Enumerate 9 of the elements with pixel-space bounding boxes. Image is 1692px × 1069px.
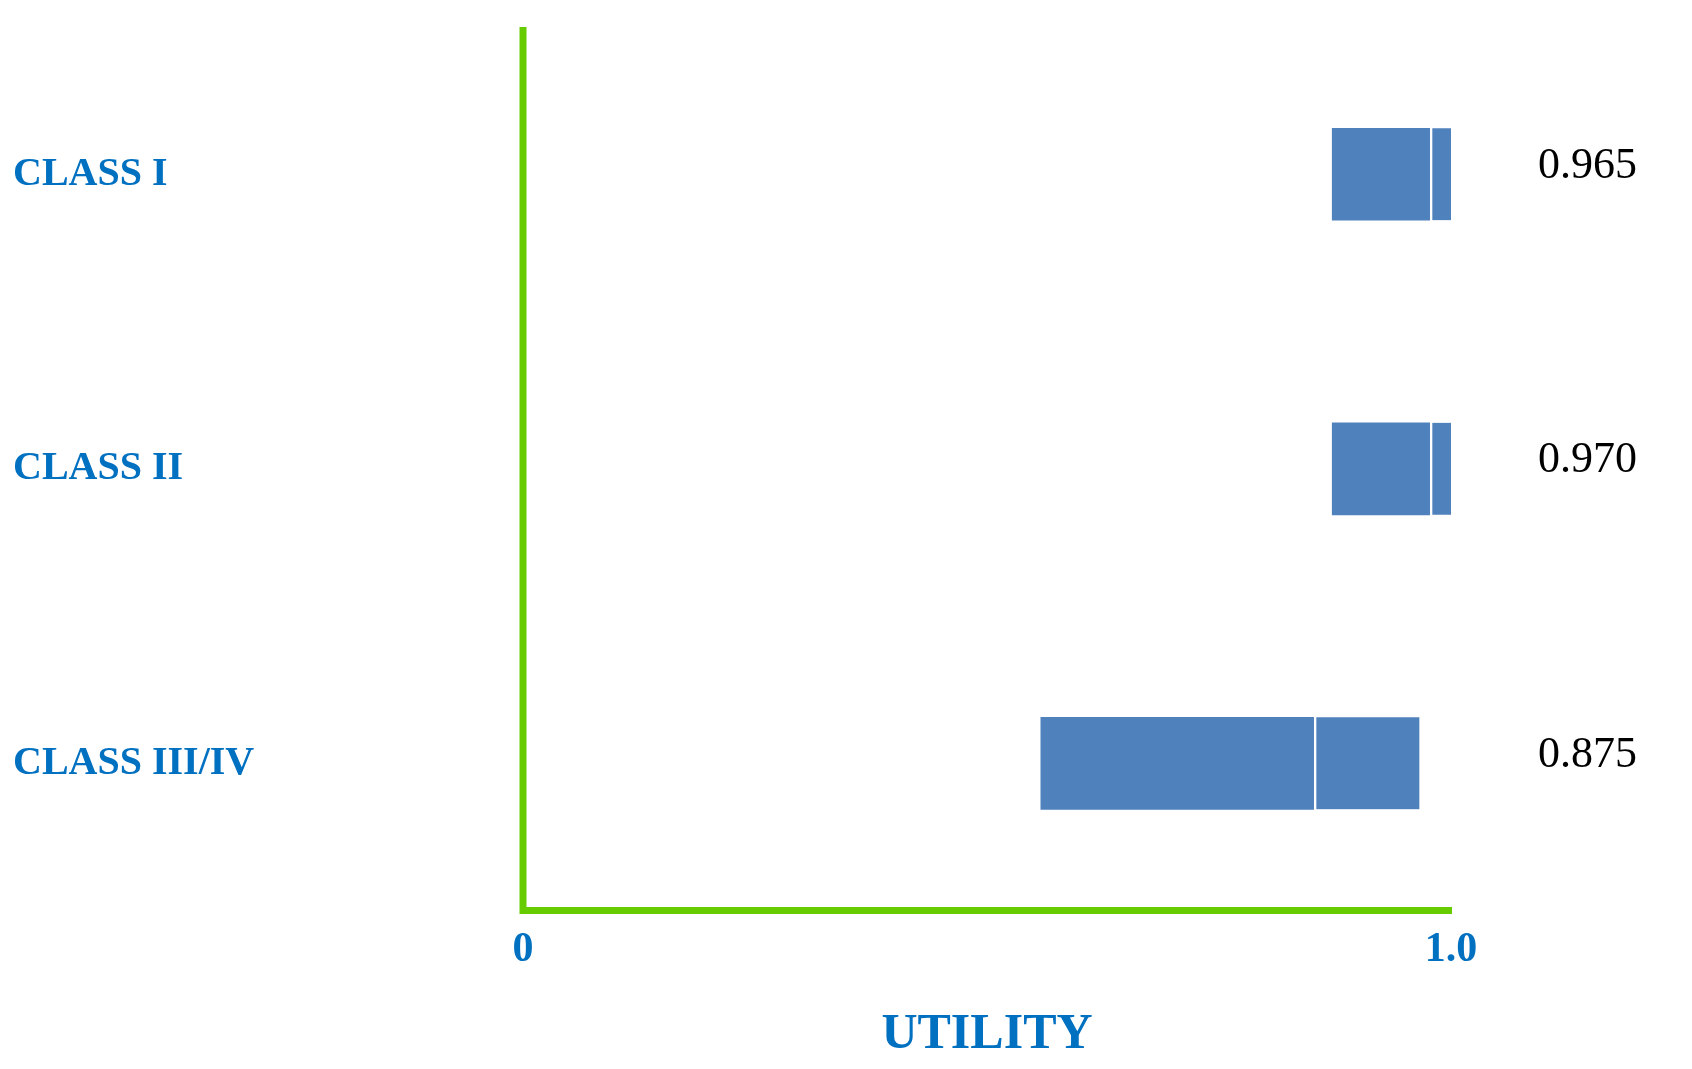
text: 0.965	[1538, 138, 1637, 188]
y-tick-label: CLASS II	[13, 443, 184, 489]
x-tick-label: 0	[512, 923, 534, 970]
y-tick-label: CLASS I	[13, 148, 168, 194]
text: 0.970	[1538, 433, 1637, 483]
y-tick-label: CLASS III/IV	[13, 737, 255, 783]
x-tick-label: 1.0	[1424, 923, 1478, 970]
text: 0.875	[1538, 727, 1637, 777]
x-axis-title: UTILITY	[881, 1002, 1093, 1059]
